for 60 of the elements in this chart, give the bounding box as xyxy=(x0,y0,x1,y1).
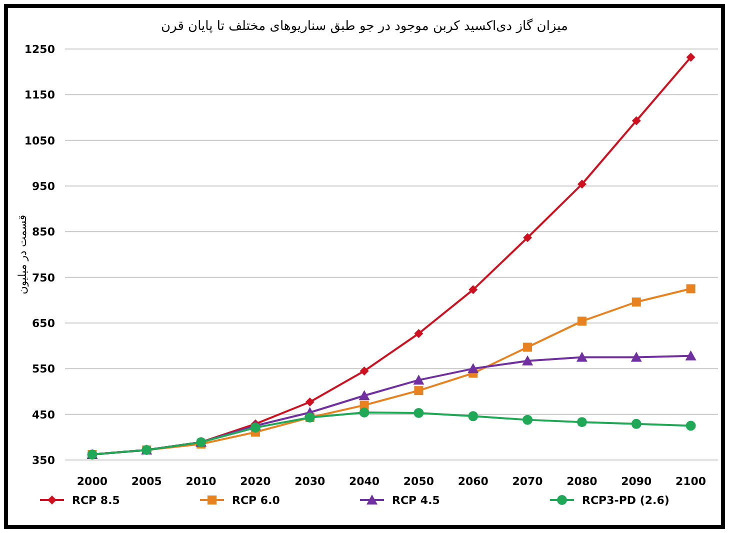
y-tick-label: 1150 xyxy=(24,88,56,102)
y-tick-label: 850 xyxy=(32,226,56,239)
point xyxy=(686,420,696,431)
point xyxy=(632,297,641,306)
legend-label: RCP 8.5 xyxy=(72,494,120,507)
point xyxy=(576,417,587,428)
point xyxy=(468,411,478,422)
point xyxy=(686,284,696,294)
y-tick-label: 550 xyxy=(32,362,56,376)
point xyxy=(576,352,588,362)
point xyxy=(359,408,370,418)
point xyxy=(523,342,532,352)
x-tick-label: 2010 xyxy=(186,475,217,488)
x-tick-label: 2030 xyxy=(294,475,326,488)
point xyxy=(630,352,642,362)
x-tick-label: 2090 xyxy=(621,475,652,488)
point xyxy=(523,233,532,242)
point xyxy=(250,422,260,433)
x-tick-label: 2040 xyxy=(348,475,380,488)
point xyxy=(632,116,641,126)
point xyxy=(522,414,533,425)
point xyxy=(686,52,696,62)
point xyxy=(413,374,424,385)
point xyxy=(522,355,534,366)
chart-title: میزان گاز دی‌اکسید کربن موجود در جو طبق سناریوهای مختلف تا پایان قرن xyxy=(160,18,568,34)
x-tick-label: 2050 xyxy=(403,475,434,488)
point xyxy=(360,366,369,376)
legend-label: RCP3-PD (2.6) xyxy=(582,494,670,507)
y-tick-label: 650 xyxy=(32,317,56,330)
x-tick-label: 2060 xyxy=(458,475,489,488)
point xyxy=(685,350,696,360)
point xyxy=(631,418,642,429)
legend-item: RCP 6.0 xyxy=(200,494,280,507)
point xyxy=(577,180,586,189)
x-tick-label: 2070 xyxy=(512,475,544,488)
x-tick-label: 2080 xyxy=(566,475,598,488)
point xyxy=(577,316,586,326)
y-tick-label: 750 xyxy=(32,271,56,284)
point xyxy=(358,390,370,400)
y-axis-title: قسمت در میلیون xyxy=(16,214,29,294)
point xyxy=(468,285,478,294)
point xyxy=(468,363,479,374)
point xyxy=(305,398,314,407)
point xyxy=(414,386,424,396)
legend-label: RCP 6.0 xyxy=(232,494,280,507)
y-tick-label: 1250 xyxy=(24,43,56,56)
y-tick-label: 350 xyxy=(32,454,56,467)
y-tick-label: 950 xyxy=(32,180,56,193)
y-tick-label: 450 xyxy=(32,408,56,422)
y-tick-label: 1050 xyxy=(24,134,56,148)
x-tick-label: 2005 xyxy=(131,475,162,488)
legend-item: RCP 4.5 xyxy=(360,494,440,507)
legend-item: RCP3-PD (2.6) xyxy=(550,494,670,507)
x-tick-label: 2000 xyxy=(76,475,108,488)
x-tick-label: 2020 xyxy=(240,475,272,488)
x-tick-label: 2100 xyxy=(675,475,706,488)
legend-item: RCP 8.5 xyxy=(40,494,120,507)
legend-label: RCP 4.5 xyxy=(392,494,440,507)
point xyxy=(414,329,424,338)
point xyxy=(414,408,424,418)
